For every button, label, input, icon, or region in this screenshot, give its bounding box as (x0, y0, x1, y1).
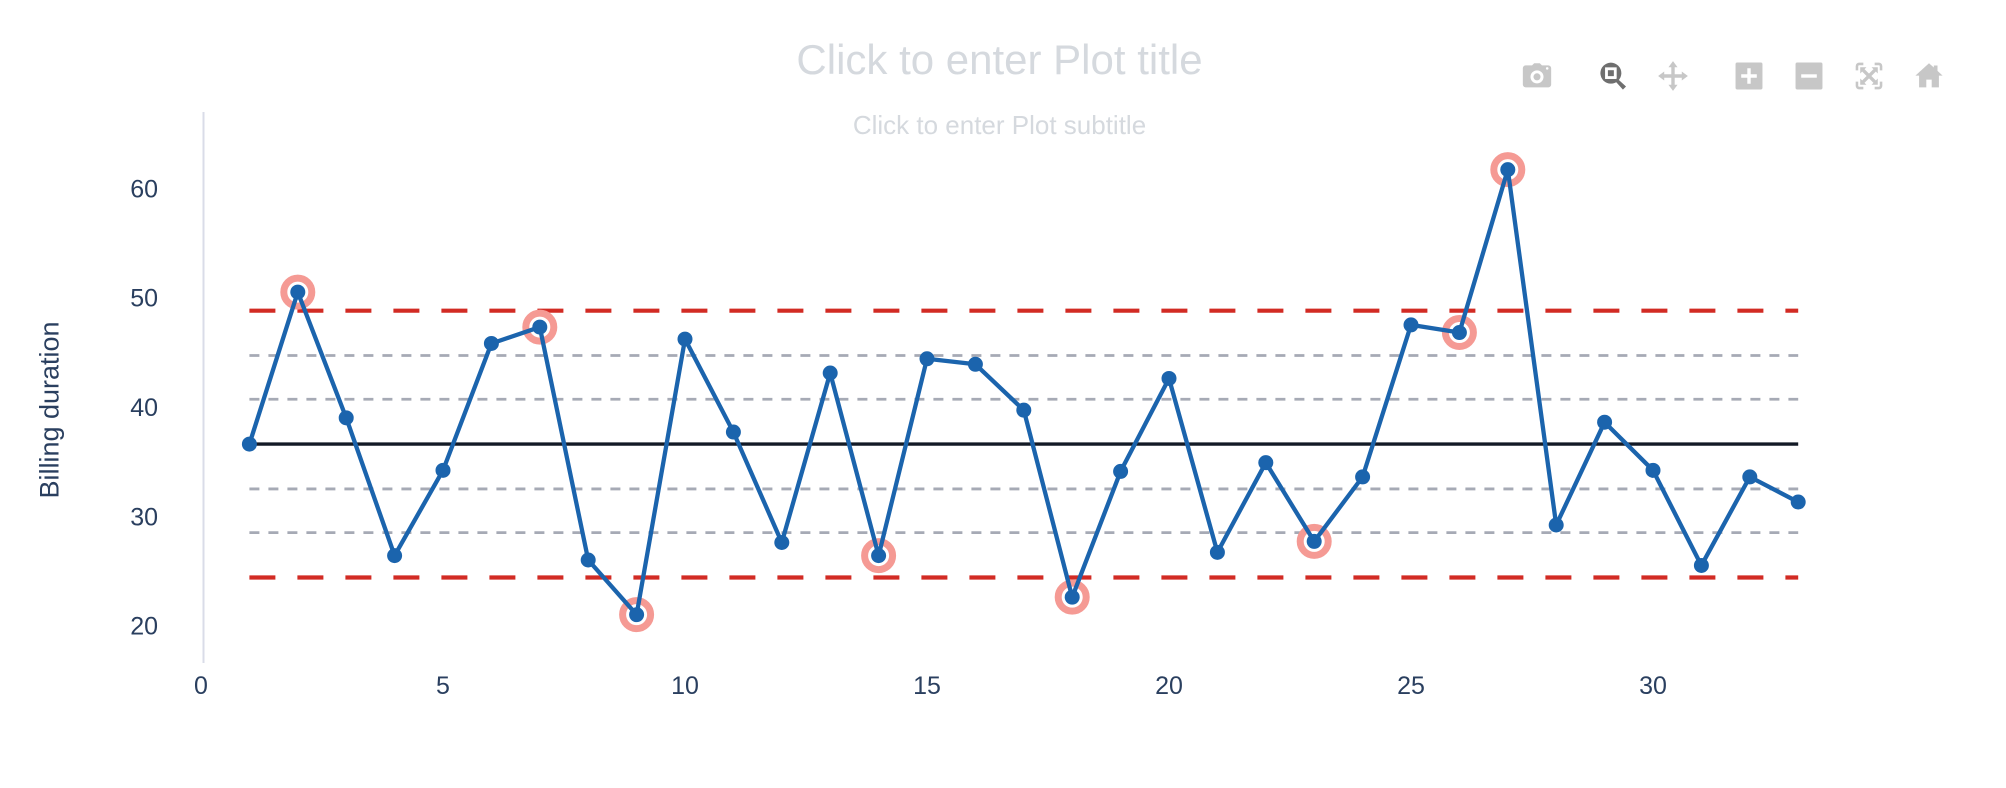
data-point-marker[interactable] (241, 436, 257, 452)
data-point-marker[interactable] (1548, 517, 1564, 533)
data-point-marker[interactable] (1451, 325, 1467, 341)
camera-icon (1522, 63, 1552, 88)
data-point-marker[interactable] (1742, 469, 1758, 485)
zoom-out-icon (1795, 62, 1823, 90)
data-point-marker[interactable] (1016, 402, 1032, 418)
x-tick-label: 0 (194, 672, 208, 700)
data-point-marker[interactable] (629, 607, 645, 623)
x-tick-label: 10 (671, 672, 699, 700)
pan-mode-button[interactable] (1650, 56, 1696, 96)
x-tick-label: 25 (1397, 672, 1425, 700)
x-tick-label: 20 (1155, 672, 1183, 700)
data-point-marker[interactable] (387, 548, 403, 564)
data-point-marker[interactable] (725, 424, 741, 440)
y-tick-label: 20 (130, 613, 158, 641)
reset-axes-button[interactable] (1906, 56, 1952, 96)
data-point-marker[interactable] (1693, 557, 1709, 573)
data-point-marker[interactable] (483, 335, 499, 351)
data-point-marker[interactable] (871, 548, 887, 564)
zoom-in-button[interactable] (1726, 56, 1772, 96)
zoom-select-icon (1600, 62, 1627, 90)
x-tick-label: 15 (913, 672, 941, 700)
data-point-marker[interactable] (677, 331, 693, 347)
data-point-marker[interactable] (1790, 494, 1806, 510)
data-point-marker[interactable] (822, 365, 838, 381)
data-point-marker[interactable] (338, 410, 354, 426)
zoom-mode-button[interactable] (1590, 56, 1636, 96)
plot-subtitle-placeholder[interactable]: Click to enter Plot subtitle (852, 110, 1147, 140)
data-point-marker[interactable] (1064, 589, 1080, 605)
data-point-marker[interactable] (1645, 462, 1661, 478)
data-point-marker[interactable] (1403, 317, 1419, 333)
y-tick-label: 30 (130, 503, 158, 531)
data-point-marker[interactable] (1355, 469, 1371, 485)
zoom-out-button[interactable] (1786, 56, 1832, 96)
download-plot-button[interactable] (1514, 56, 1560, 96)
data-point-marker[interactable] (1597, 414, 1613, 430)
y-tick-label: 50 (130, 285, 158, 313)
x-tick-label: 5 (436, 672, 450, 700)
home-icon (1915, 63, 1943, 88)
modebar-group-dragmode (1590, 56, 1696, 96)
data-point-marker[interactable] (532, 319, 548, 335)
data-point-marker[interactable] (1306, 533, 1322, 549)
x-tick-label: 30 (1639, 672, 1667, 700)
y-tick-label: 40 (130, 394, 158, 422)
modebar-group-export (1514, 56, 1560, 96)
data-point-marker[interactable] (1209, 544, 1225, 560)
modebar-group-zoom (1726, 56, 1952, 96)
data-point-marker[interactable] (967, 356, 983, 372)
series-line (247, 167, 1800, 617)
pan-arrows-icon (1658, 61, 1688, 91)
data-point-marker[interactable] (1500, 162, 1516, 178)
autoscale-icon (1855, 62, 1883, 90)
data-point-marker[interactable] (1161, 370, 1177, 386)
autoscale-button[interactable] (1846, 56, 1892, 96)
y-tick-label: 60 (130, 175, 158, 203)
data-point-marker[interactable] (919, 351, 935, 367)
data-point-marker[interactable] (774, 535, 790, 551)
data-point-marker[interactable] (290, 284, 306, 300)
modebar (1514, 56, 1952, 96)
data-point-marker[interactable] (1113, 463, 1129, 479)
plot-title-placeholder[interactable]: Click to enter Plot title (796, 36, 1203, 83)
data-point-marker[interactable] (1258, 455, 1274, 471)
data-point-marker[interactable] (580, 552, 596, 568)
zoom-in-icon (1735, 62, 1763, 90)
data-point-marker[interactable] (435, 462, 451, 478)
